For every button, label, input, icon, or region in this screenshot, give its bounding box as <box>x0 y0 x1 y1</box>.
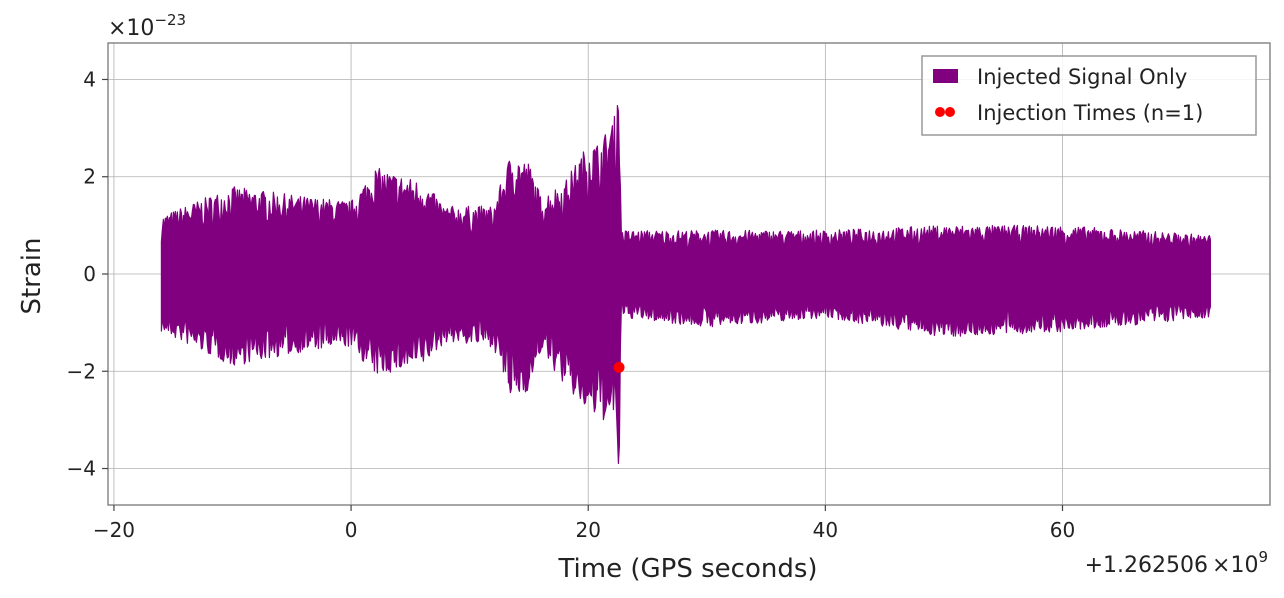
series-layer <box>160 105 1211 465</box>
legend-label-injected-signal: Injected Signal Only <box>977 65 1187 89</box>
y-scale-multiplier: ×10−23 <box>108 11 186 41</box>
x-offset-label: +1.262506 ×109 <box>1085 548 1268 578</box>
legend-marker-injection-times <box>945 107 955 117</box>
y-tick-label: 0 <box>83 262 96 286</box>
legend-label-injection-times: Injection Times (n=1) <box>977 101 1203 125</box>
y-tick-label: −4 <box>67 457 96 481</box>
injection-time-marker <box>613 361 625 373</box>
x-tick-label: −20 <box>93 518 135 542</box>
x-tick-label: 20 <box>575 518 600 542</box>
legend-marker-injection-times <box>935 107 945 117</box>
x-tick-label: 0 <box>345 518 358 542</box>
y-tick-label: 4 <box>83 67 96 91</box>
y-tick-label: −2 <box>67 359 96 383</box>
legend-swatch-injected-signal <box>933 69 958 83</box>
x-tick-label: 40 <box>813 518 838 542</box>
y-tick-label: 2 <box>83 165 96 189</box>
legend-box <box>921 55 1257 136</box>
y-axis-label: Strain <box>17 237 47 314</box>
series-injected-signal <box>160 105 1211 465</box>
legend: Injected Signal Only Injection Times (n=… <box>921 55 1257 136</box>
x-axis-label: Time (GPS seconds) <box>557 554 817 584</box>
x-tick-label: 60 <box>1050 518 1075 542</box>
